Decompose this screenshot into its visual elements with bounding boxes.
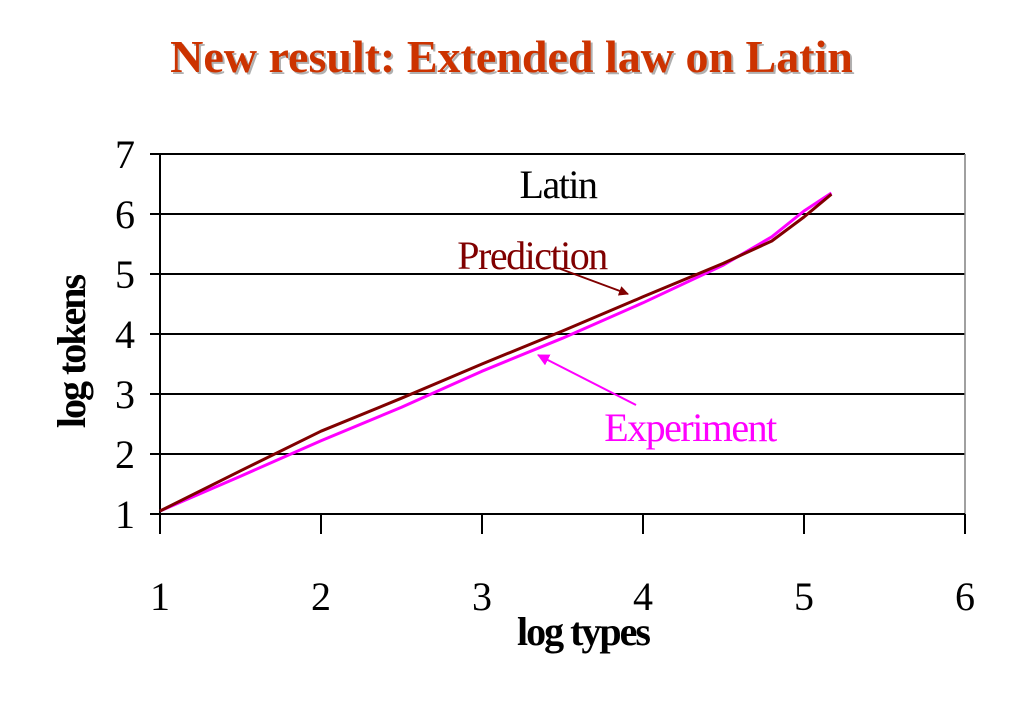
- annotation-prediction: Prediction: [457, 233, 608, 278]
- x-axis-label: log types: [517, 609, 650, 654]
- annotation-experiment: Experiment: [604, 405, 777, 450]
- y-tick-label: 7: [115, 132, 135, 177]
- tick-labels: 1 2 3 4 5 6 7 1 2 3 4 5 6: [115, 132, 975, 619]
- x-tick-label: 5: [794, 574, 814, 619]
- annotation-latin: Latin: [520, 162, 598, 207]
- x-tick-label: 2: [311, 574, 331, 619]
- axes: [150, 153, 966, 534]
- y-tick-label: 4: [115, 312, 135, 357]
- y-tick-label: 3: [115, 372, 135, 417]
- y-tick-label: 1: [115, 492, 135, 537]
- series-line-experiment: [159, 191, 833, 513]
- y-tick-label: 6: [115, 192, 135, 237]
- x-tick-label: 6: [955, 574, 975, 619]
- x-tick-label: 4: [633, 574, 653, 619]
- experiment-arrow: [537, 354, 637, 406]
- slide-title: New result: Extended law on Latin: [170, 31, 853, 82]
- y-axis-label: log tokens: [49, 274, 94, 428]
- y-tick-label: 2: [115, 432, 135, 477]
- y-tick-label: 5: [115, 252, 135, 297]
- series-lines: [159, 191, 833, 513]
- series-line-prediction: [159, 193, 833, 513]
- prediction-arrow: [557, 267, 629, 296]
- x-tick-label: 3: [472, 574, 492, 619]
- x-tick-label: 1: [150, 574, 170, 619]
